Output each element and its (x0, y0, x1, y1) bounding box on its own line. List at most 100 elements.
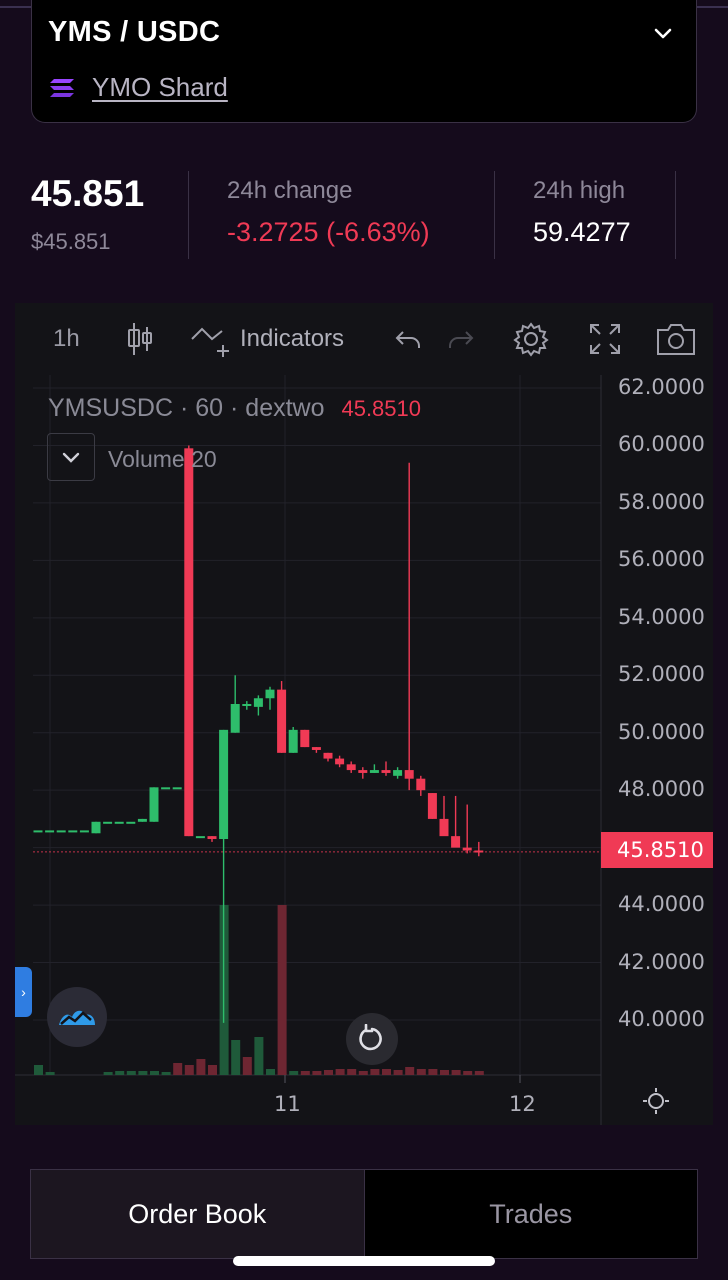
y-tick-label: 58.0000 (618, 489, 705, 514)
volume-bar (231, 1040, 241, 1075)
legend-separator: · (179, 394, 189, 422)
screenshot-button[interactable] (655, 321, 697, 357)
y-tick-label: 42.0000 (618, 949, 705, 974)
reset-chart-button[interactable] (346, 1013, 398, 1065)
candlestick-icon (128, 323, 152, 355)
interval-label: 1h (53, 325, 80, 352)
y-tick-label: 52.0000 (618, 662, 705, 687)
candle-body (45, 830, 55, 833)
volume-bar (196, 1059, 206, 1075)
candle-body (381, 770, 391, 773)
tab-order-book[interactable]: Order Book (31, 1170, 365, 1258)
candle-body (335, 758, 345, 765)
candle-body (172, 787, 182, 790)
y-tick-label: 62.0000 (618, 375, 705, 399)
candle-body (462, 847, 472, 851)
volume-bar (370, 1069, 380, 1075)
market-pair-title: YMS / USDC (48, 16, 221, 48)
change-value: -3.2725 (-6.63%) (227, 217, 430, 247)
y-tick-label: 54.0000 (618, 604, 705, 629)
tab-order-book-label: Order Book (128, 1198, 267, 1229)
candle-body (242, 704, 252, 706)
tab-trades[interactable]: Trades (364, 1170, 697, 1258)
stat-divider (494, 171, 495, 259)
last-price-tag: 45.8510 (601, 832, 713, 868)
candle-body (103, 821, 113, 824)
volume-bar (242, 1057, 252, 1075)
undo-button[interactable] (393, 321, 423, 357)
y-tick-label: 48.0000 (618, 777, 705, 802)
candle-type-button[interactable] (126, 321, 154, 357)
volume-bar (266, 1069, 275, 1075)
candle-body (207, 836, 217, 840)
candle-body (149, 787, 159, 822)
price-chart[interactable] (15, 375, 713, 1125)
y-tick-label: 56.0000 (618, 547, 705, 572)
cloud-chart-icon (59, 1010, 95, 1025)
change-label: 24h change (227, 177, 353, 204)
candle-body (56, 830, 66, 833)
market-stats: 45.851 $45.851 24h change -3.2725 (-6.63… (0, 165, 728, 265)
tradingview-logo-icon[interactable] (47, 987, 107, 1047)
shard-logo-icon (50, 78, 74, 97)
plot-area[interactable]: YMSUSDC · 60 · dextwo 45.8510 Volume 20 … (15, 375, 713, 1125)
indicators-button[interactable]: Indicators (190, 321, 344, 357)
volume-toggle-button[interactable] (47, 433, 95, 481)
volume-bar (150, 1071, 159, 1075)
candle-body (416, 778, 426, 791)
volume-bar (289, 1071, 299, 1075)
volume-bar (474, 1071, 484, 1075)
volume-bar (138, 1071, 148, 1075)
candle-body (219, 729, 229, 840)
candle-body (439, 818, 449, 837)
chart-panel: 1h Indicators (15, 303, 713, 1125)
volume-bar (312, 1071, 322, 1075)
legend-separator: · (230, 394, 239, 422)
market-selector[interactable]: YMS / USDC YMO Shard (31, 0, 697, 123)
chart-legend: YMSUSDC · 60 · dextwo 45.8510 (48, 394, 421, 423)
candle-body (346, 764, 356, 771)
candle-body (68, 830, 78, 833)
chart-toolbar: 1h Indicators (15, 303, 713, 375)
shard-link[interactable]: YMO Shard (92, 72, 228, 102)
interval-button[interactable]: 1h (53, 321, 80, 357)
volume-bar (382, 1069, 391, 1075)
chevron-down-icon[interactable] (652, 22, 674, 44)
candle-body (33, 830, 43, 833)
indicators-icon (191, 327, 229, 357)
y-tick-label: 60.0000 (618, 432, 705, 457)
volume-bar (115, 1071, 125, 1075)
candle-body (393, 770, 403, 776)
volume-bar (103, 1072, 113, 1075)
y-tick-label: 50.0000 (618, 719, 705, 744)
candle-body (184, 448, 194, 837)
volume-bar (34, 1065, 43, 1075)
x-tick-label: 12 (509, 1092, 536, 1116)
volume-bar (184, 1065, 194, 1075)
redo-button[interactable] (446, 321, 476, 357)
volume-bar (300, 1071, 310, 1075)
volume-bar (416, 1069, 426, 1075)
candle-body (91, 821, 101, 834)
volume-bar (126, 1071, 136, 1075)
volume-bar (324, 1070, 333, 1075)
chart-settings-button[interactable] (513, 321, 549, 357)
candle-body (253, 698, 263, 707)
fullscreen-icon (590, 324, 620, 354)
volume-bar (440, 1070, 449, 1075)
drawing-toolbar-toggle[interactable]: › (15, 967, 32, 1017)
sun-settings-icon[interactable] (642, 1087, 670, 1115)
candle-body (265, 689, 275, 699)
stat-divider (675, 171, 676, 259)
chart-symbol: YMSUSDC (48, 394, 174, 422)
volume-bar (451, 1070, 461, 1075)
candle-body (195, 836, 205, 839)
volume-bar (335, 1069, 345, 1075)
candle-body (300, 729, 310, 748)
candle-body (161, 787, 171, 790)
tab-trades-label: Trades (489, 1198, 573, 1229)
fullscreen-button[interactable] (588, 321, 622, 357)
gear-icon (513, 322, 549, 357)
volume-bar (208, 1065, 217, 1075)
candle-body (427, 793, 437, 819)
